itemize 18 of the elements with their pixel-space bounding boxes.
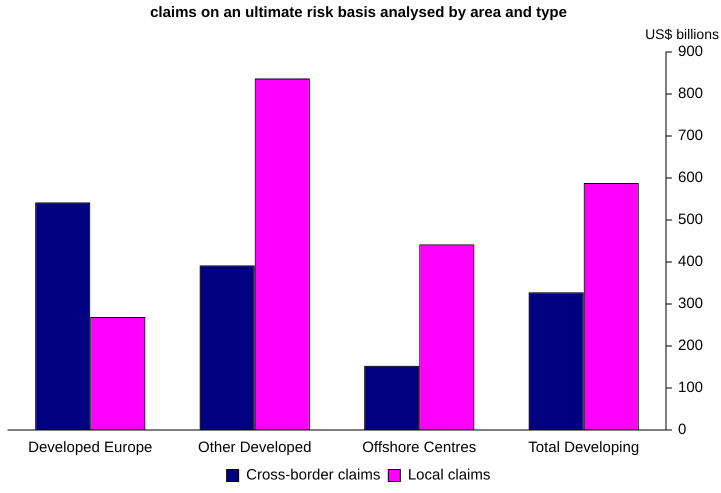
x-tick-label: Developed Europe xyxy=(28,439,152,456)
legend-label: Local claims xyxy=(408,466,490,484)
x-tick-label: Other Developed xyxy=(198,439,312,456)
y-tick-label: 100 xyxy=(678,379,704,396)
y-tick-label: 700 xyxy=(678,127,704,144)
x-tick-label: Offshore Centres xyxy=(362,439,476,456)
legend-label: Cross-border claims xyxy=(246,466,380,484)
y-tick-label: 500 xyxy=(678,211,704,228)
y-tick-label: 0 xyxy=(678,421,686,438)
y-tick-label: 300 xyxy=(678,295,704,312)
y-axis-title: US$ billions xyxy=(645,26,720,42)
y-tick-label: 600 xyxy=(678,169,704,186)
y-tick-label: 400 xyxy=(678,253,704,270)
y-tick-label: 200 xyxy=(678,337,704,354)
y-tick-label: 900 xyxy=(678,43,704,60)
x-tick-label: Total Developing xyxy=(528,439,640,456)
y-tick-label: 800 xyxy=(678,85,704,102)
chart-title: claims on an ultimate risk basis analysed by area and type xyxy=(150,4,567,22)
